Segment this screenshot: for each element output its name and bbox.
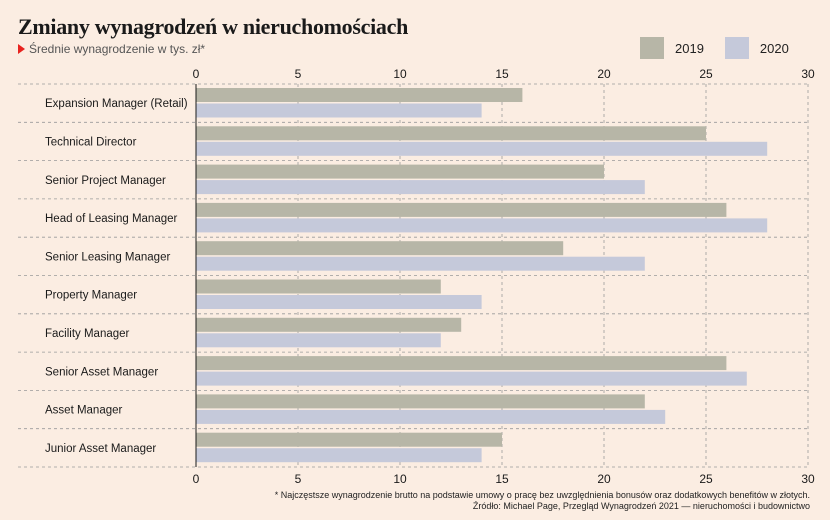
x-tick-label-bottom: 20 <box>597 472 611 486</box>
category-label: Head of Leasing Manager <box>45 213 178 225</box>
category-label: Senior Leasing Manager <box>45 251 170 263</box>
x-tick-label-top: 25 <box>699 67 713 81</box>
x-tick-label-top: 30 <box>801 67 815 81</box>
footnote: * Najczęstsze wynagrodzenie brutto na po… <box>275 490 810 512</box>
category-label: Expansion Manager (Retail) <box>45 98 188 110</box>
bar-2019 <box>196 241 564 256</box>
legend-label-2020: 2020 <box>759 40 789 56</box>
category-label: Technical Director <box>45 136 137 148</box>
category-label: Property Manager <box>45 290 137 302</box>
subtitle-text: Średnie wynagrodzenie w tys. zł* <box>29 42 206 56</box>
category-label: Asset Manager <box>45 405 123 417</box>
chart-title: Zmiany wynagrodzeń w nieruchomościach <box>18 14 409 39</box>
x-tick-label-top: 5 <box>295 67 302 81</box>
footnote-note: * Najczęstsze wynagrodzenie brutto na po… <box>274 490 810 500</box>
category-label: Senior Asset Manager <box>45 366 158 378</box>
x-tick-label-top: 10 <box>393 67 407 81</box>
bar-2019 <box>196 88 523 102</box>
bar-2020 <box>196 103 482 118</box>
bar-2020 <box>196 448 482 463</box>
legend-item-2020: 2020 <box>724 37 789 59</box>
bar-2019 <box>196 202 727 217</box>
bar-2020 <box>196 180 645 195</box>
x-tick-label-bottom: 5 <box>295 472 302 486</box>
legend-label-2019: 2019 <box>675 40 704 56</box>
bar-2020 <box>196 256 645 271</box>
bar-2019 <box>196 317 462 332</box>
bar-2020 <box>196 333 441 348</box>
bar-2019 <box>196 164 604 179</box>
bar-2020 <box>196 295 482 309</box>
x-tick-label-bottom: 0 <box>193 472 200 486</box>
bar-2019 <box>196 356 727 371</box>
bar-2020 <box>196 371 747 386</box>
legend-swatch-2020 <box>724 37 749 59</box>
x-tick-label-top: 0 <box>193 67 200 81</box>
x-tick-label-top: 20 <box>597 67 611 81</box>
x-tick-label-bottom: 15 <box>495 472 509 486</box>
x-tick-label-top: 15 <box>495 67 509 81</box>
category-label: Senior Project Manager <box>45 175 166 187</box>
bar-2019 <box>196 279 441 294</box>
legend: 2019 2020 <box>640 37 810 59</box>
triangle-marker-icon <box>18 44 25 54</box>
bar-2019 <box>196 394 645 409</box>
legend-item-2019: 2019 <box>640 37 704 59</box>
chart-subtitle: Średnie wynagrodzenie w tys. zł* <box>18 42 205 56</box>
x-tick-label-bottom: 25 <box>699 472 713 486</box>
bar-2020 <box>196 218 768 233</box>
category-label: Facility Manager <box>45 328 130 340</box>
x-tick-label-bottom: 30 <box>801 472 815 486</box>
category-label: Junior Asset Manager <box>45 443 156 455</box>
bar-2019 <box>196 432 502 447</box>
bar-2020 <box>196 141 768 156</box>
x-tick-label-bottom: 10 <box>393 472 407 486</box>
footnote-source: Źródło: Michael Page, Przegląd Wynagrodz… <box>472 501 810 511</box>
bar-2019 <box>196 126 706 141</box>
legend-swatch-2019 <box>640 37 664 59</box>
bar-2020 <box>196 409 666 424</box>
